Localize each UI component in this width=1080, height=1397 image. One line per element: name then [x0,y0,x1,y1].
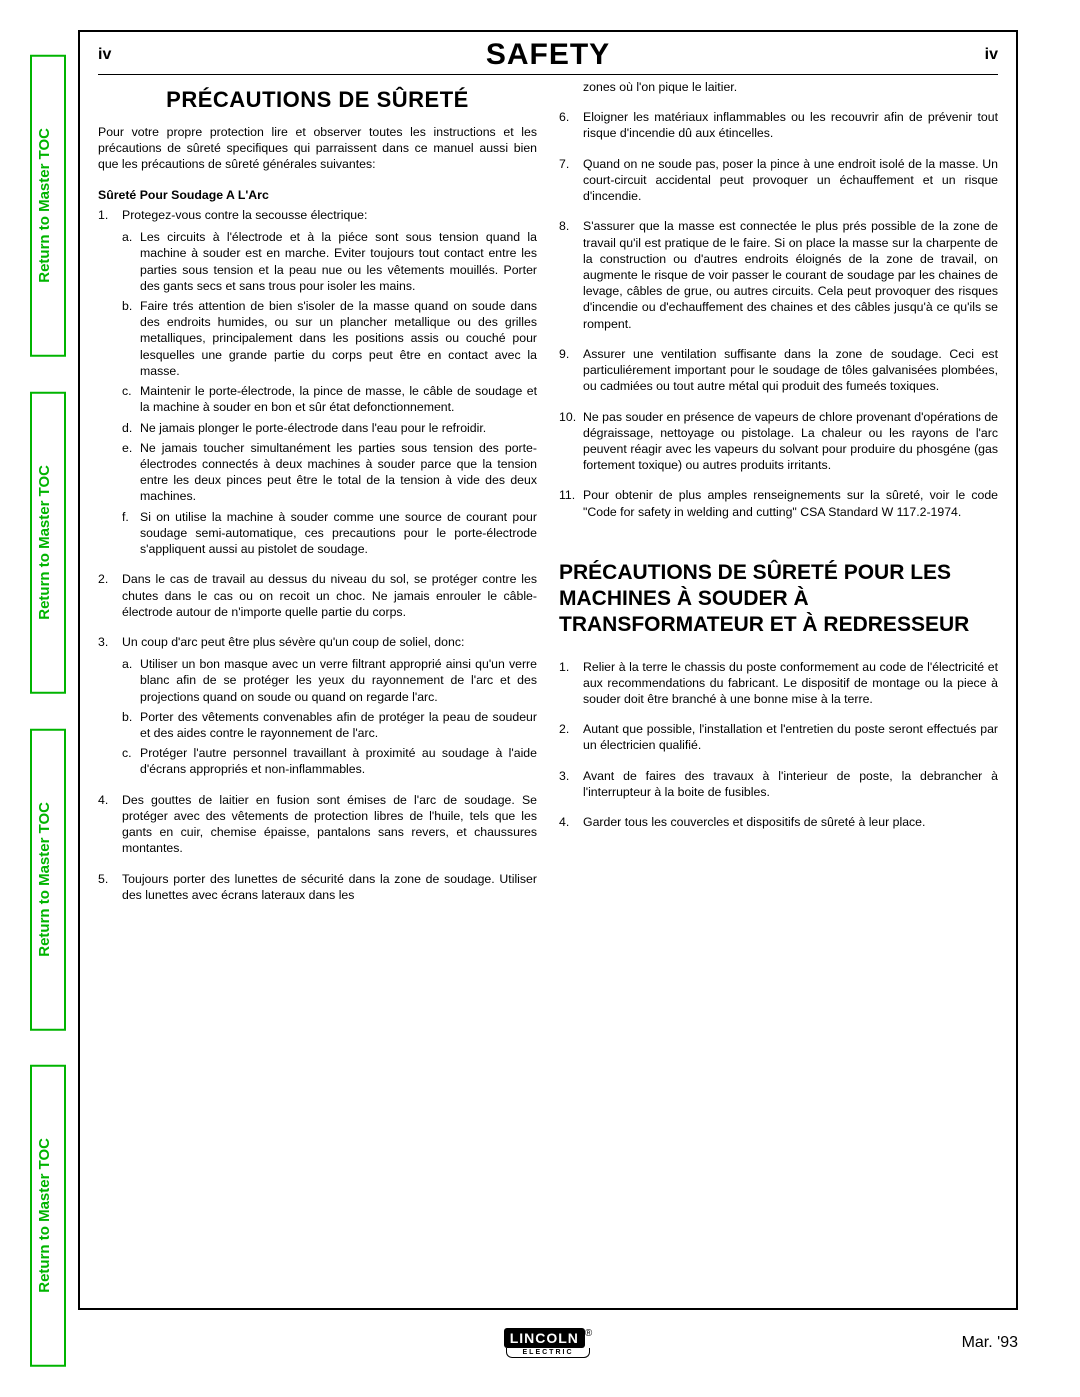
column-right: zones où l'on pique le laitier. Eloigner… [559,79,998,917]
toc-tab-3[interactable]: Return to Master TOC [30,729,66,1031]
list-item-cont: zones où l'on pique le laitier. [583,79,998,95]
list-item: Un coup d'arc peut être plus sévère qu'u… [98,634,537,778]
sublist-3: Utiliser un bon masque avec un verre fil… [122,656,537,778]
brand-logo: LINCOLN® ELECTRIC [504,1328,593,1358]
list-1-cont: Eloigner les matériaux inflammables ou l… [559,109,998,520]
sub-item: Porter des vêtements convenables afin de… [122,709,537,741]
list-item: S'assurer que la masse est connectée le … [559,218,998,332]
registered-icon: ® [585,1328,592,1339]
footer: LINCOLN® ELECTRIC Mar. '93 [78,1318,1018,1368]
section-2-title: PRÉCAUTIONS DE SÛRETÉ POUR LES MACHINES … [559,560,998,639]
sub-item: Ne jamais plonger le porte-électrode dan… [122,420,537,436]
list-1: Protegez-vous contre la secousse électri… [98,207,537,903]
list-item: Autant que possible, l'installation et l… [559,721,998,753]
page-number-right: iv [958,46,998,64]
sub-item: Maintenir le porte-électrode, la pince d… [122,383,537,415]
sub-item: Utiliser un bon masque avec un verre fil… [122,656,537,705]
list-item: Dans le cas de travail au dessus du nive… [98,571,537,620]
list-item: Garder tous les couvercles et dispositif… [559,814,998,830]
list-item: Quand on ne soude pas, poser la pince à … [559,156,998,205]
header-row: iv SAFETY iv [98,38,998,72]
toc-tab-1[interactable]: Return to Master TOC [30,55,66,357]
intro-paragraph: Pour votre propre protection lire et obs… [98,124,537,173]
section-1-title: PRÉCAUTIONS DE SÛRETÉ [98,85,537,114]
list-item: Ne pas souder en présence de vapeurs de … [559,409,998,474]
column-left: PRÉCAUTIONS DE SÛRETÉ Pour votre propre … [98,79,537,917]
sub-item: Protéger l'autre personnel travaillant à… [122,745,537,777]
subhead-1: Sûreté Pour Soudage A L'Arc [98,187,537,203]
toc-tab-4[interactable]: Return to Master TOC [30,1065,66,1367]
sub-item: Ne jamais toucher simultanément les part… [122,440,537,505]
list-item: Pour obtenir de plus amples renseignemen… [559,487,998,519]
list-item: Relier à la terre le chassis du poste co… [559,659,998,708]
list-2: Relier à la terre le chassis du poste co… [559,659,998,831]
footer-date: Mar. '93 [962,1334,1018,1352]
list-text: Un coup d'arc peut être plus sévère qu'u… [122,635,464,649]
brand-name: LINCOLN [504,1328,585,1348]
page-title: SAFETY [486,38,610,72]
side-tabs: Return to Master TOC Return to Master TO… [30,55,66,1367]
list-item: Toujours porter des lunettes de sécurité… [98,871,537,903]
list-item: Protegez-vous contre la secousse électri… [98,207,537,557]
list-text: Protegez-vous contre la secousse électri… [122,208,367,222]
sub-item: Les circuits à l'électrode et à la piéce… [122,229,537,294]
sub-item: Faire trés attention de bien s'isoler de… [122,298,537,379]
list-item: Des gouttes de laitier en fusion sont ém… [98,792,537,857]
sub-item: Si on utilise la machine à souder comme … [122,509,537,558]
list-item: Avant de faires des travaux à l'interieu… [559,768,998,800]
list-item: Assurer une ventilation suffisante dans … [559,346,998,395]
rule [98,74,998,75]
columns: PRÉCAUTIONS DE SÛRETÉ Pour votre propre … [98,79,998,917]
page: Return to Master TOC Return to Master TO… [0,0,1080,1397]
sublist-1: Les circuits à l'électrode et à la piéce… [122,229,537,557]
content-frame: iv SAFETY iv PRÉCAUTIONS DE SÛRETÉ Pour … [78,30,1018,1310]
list-item: Eloigner les matériaux inflammables ou l… [559,109,998,141]
page-number-left: iv [98,46,138,64]
brand-sub: ELECTRIC [506,1348,591,1358]
toc-tab-2[interactable]: Return to Master TOC [30,392,66,694]
